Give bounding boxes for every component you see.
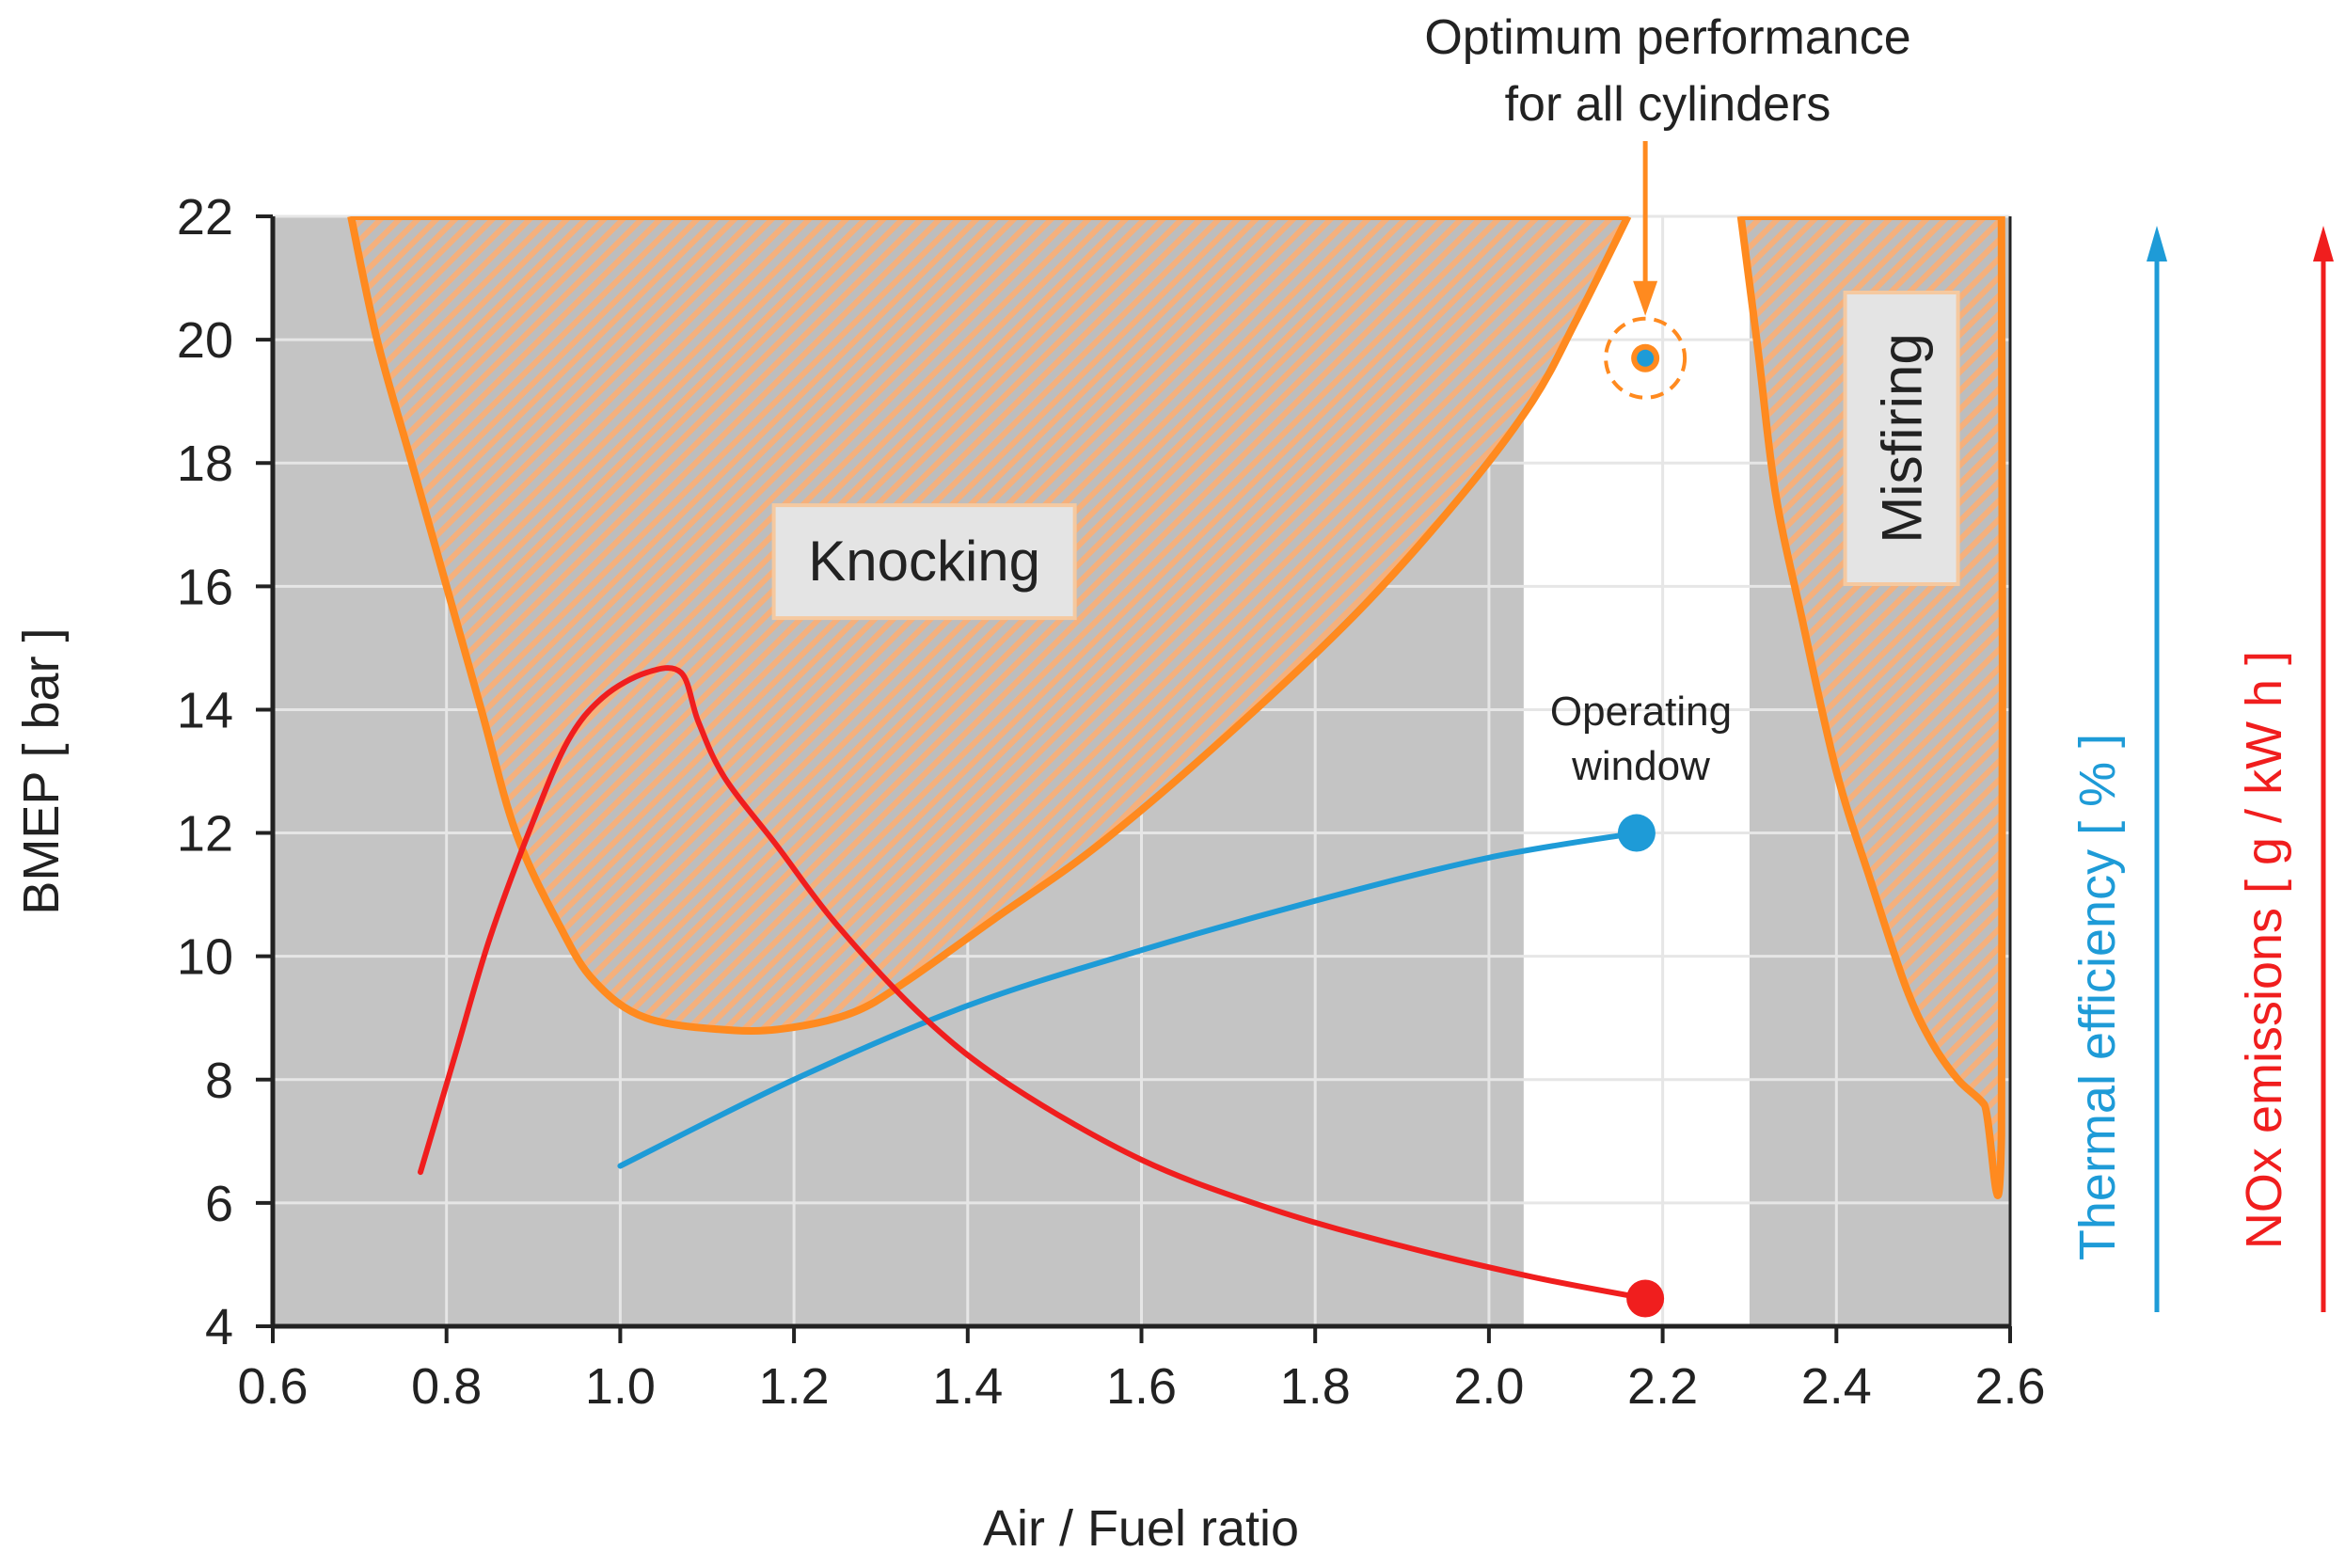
optimum-dashed-circle [1604,316,1687,400]
knocking-outline [347,216,1632,1035]
x-tick-label: 1.8 [1280,1358,1351,1415]
misfiring-label-box [1843,291,1960,586]
series-layer [417,665,1665,1318]
x-tick-label: 0.6 [237,1358,308,1415]
knocking-region [351,216,1628,1031]
knocking-label: Knocking [808,530,1040,593]
x-tick-label: 2.6 [1974,1358,2045,1415]
x-tick-label: 1.2 [759,1358,830,1415]
thermal-efficiency-arrowhead-icon [2147,226,2167,261]
y-tick-label: 4 [205,1299,233,1355]
nox-emissions-label: NOx emissions [ g / kW h ] [2236,651,2292,1249]
y-tick-label: 6 [205,1176,233,1232]
optimum-point-inner [1637,349,1655,367]
optimum-arrowhead-icon [1633,280,1658,316]
x-tick-label: 0.8 [411,1358,482,1415]
nox-emissions-axis: NOx emissions [ g / kW h ] [2236,226,2334,1312]
nox-emissions-line [417,665,1649,1302]
operating-window-band [1523,216,1750,1326]
misfiring-outline [1736,216,2007,1199]
y-tick-label: 10 [177,929,233,986]
x-tick-label: 2.0 [1453,1358,1524,1415]
operating-window-label-line2: window [1571,743,1710,789]
tick-labels: 0.6 0.8 1.0 1.2 1.4 1.6 1.8 2.0 2.2 2.4 2.6 4 6 8 10 12… [177,189,2046,1415]
operating-window-label-line1: Operating [1550,689,1732,735]
x-tick-label: 1.6 [1106,1358,1177,1415]
y-tick-label: 20 [177,312,233,369]
y-tick-label: 14 [177,682,233,738]
y-tick-label: 18 [177,436,233,492]
nox-emissions-arrowhead-icon [2313,226,2334,261]
y-tick-label: 22 [177,189,233,245]
x-axis-label: Air / Fuel ratio [983,1500,1299,1557]
optimum-annotation-line2: for all cylinders [1505,77,1831,132]
knocking-label-box [771,503,1077,621]
x-tick-label: 1.0 [585,1358,656,1415]
thermal-efficiency-axis: Thermal efficiency [ % ] [2069,226,2167,1312]
x-tick-label: 2.2 [1627,1358,1698,1415]
optimum-annotation-line1: Optimum performance [1424,10,1910,65]
y-tick-label: 12 [177,806,233,863]
misfiring-label: Misfiring [1871,333,1934,543]
y-axis-label: BMEP [ bar ] [13,627,70,914]
annotations-layer: Knocking Misfiring Optimum performance for … [771,10,1960,789]
thermal-efficiency-end-marker [1617,814,1656,852]
y-tick-label: 8 [205,1053,233,1109]
y-tick-label: 16 [177,559,233,615]
x-tick-label: 1.4 [932,1358,1003,1415]
thermal-efficiency-line [617,830,1640,1169]
thermal-efficiency-label: Thermal efficiency [ % ] [2069,734,2126,1260]
nox-emissions-end-marker [1626,1279,1665,1318]
x-tick-label: 2.4 [1801,1358,1872,1415]
